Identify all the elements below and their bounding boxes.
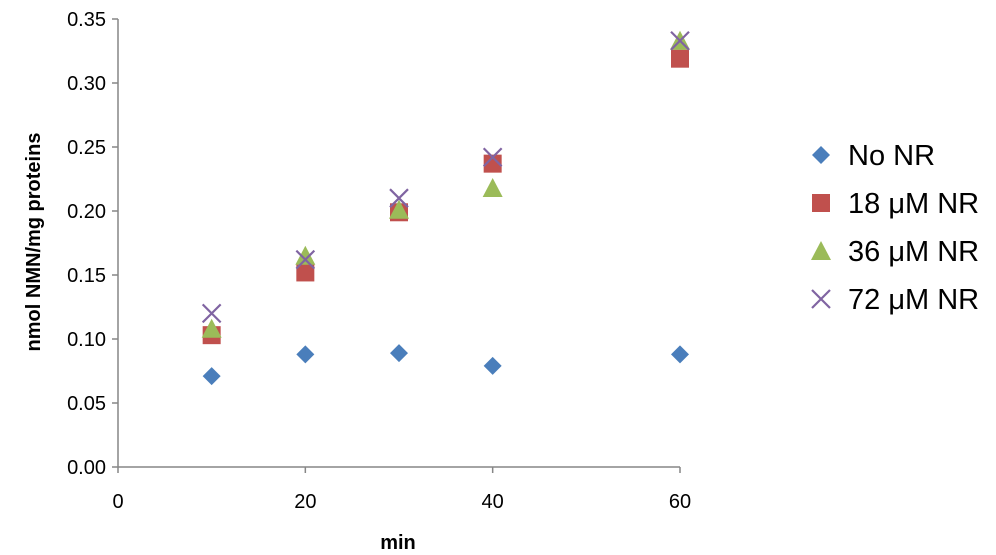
legend-label: No NR	[848, 140, 935, 172]
legend-item: 72 μM NR	[811, 284, 979, 316]
legend-item: No NR	[812, 140, 935, 172]
series-1	[202, 49, 689, 345]
legend-item: 18 μM NR	[812, 188, 979, 220]
y-tick-label: 0.10	[67, 329, 106, 351]
data-point-triangle	[201, 318, 222, 338]
x-tick-label: 20	[294, 491, 316, 513]
data-point-square	[671, 49, 689, 68]
legend-label: 18 μM NR	[848, 188, 979, 220]
y-tick-labels: 0.00 0.05 0.10 0.15 0.20 0.25 0.30 0.35	[67, 9, 118, 479]
data-point-triangle	[482, 177, 503, 197]
data-point-triangle	[389, 199, 409, 219]
legend: No NR 18 μM NR 36 μM NR 72 μM NR	[811, 140, 979, 316]
data-point-triangle	[295, 245, 316, 265]
data-point-x	[201, 303, 222, 324]
legend-marker-triangle	[811, 241, 831, 260]
y-tick-label: 0.20	[67, 201, 106, 223]
x-tick-label: 40	[482, 491, 504, 513]
y-tick-label: 0.25	[67, 137, 106, 159]
legend-marker-diamond	[812, 146, 830, 164]
data-points	[201, 30, 690, 386]
legend-label: 36 μM NR	[848, 236, 979, 268]
data-point-diamond	[390, 344, 408, 363]
y-tick-label: 0.00	[67, 457, 106, 479]
x-tick-label: 60	[669, 491, 691, 513]
legend-marker-square	[812, 194, 830, 212]
data-point-diamond	[671, 345, 689, 364]
data-point-square	[483, 154, 502, 173]
legend-label: 72 μM NR	[848, 284, 979, 316]
data-point-x	[295, 249, 316, 270]
data-point-diamond	[296, 345, 315, 364]
y-tick-label: 0.30	[67, 73, 106, 95]
data-point-x	[389, 188, 409, 208]
axes	[117, 19, 680, 468]
data-point-diamond	[202, 367, 221, 386]
x-axis-title: min	[380, 532, 416, 554]
legend-item: 36 μM NR	[811, 236, 979, 268]
y-axis-title: nmol NMN/mg proteins	[23, 133, 45, 352]
legend-marker-x	[811, 289, 831, 309]
series-3	[201, 30, 690, 324]
series-0	[202, 344, 689, 386]
data-point-x	[670, 30, 690, 51]
y-tick-label: 0.05	[67, 393, 106, 415]
y-tick-label: 0.15	[67, 265, 106, 287]
data-point-x	[482, 147, 503, 168]
x-tick-label: 0	[112, 491, 123, 513]
data-point-diamond	[483, 356, 502, 375]
y-tick-label: 0.35	[67, 9, 106, 31]
x-tick-labels: 0 20 40 60	[112, 467, 691, 513]
series-2	[201, 30, 690, 338]
data-point-square	[296, 263, 315, 282]
